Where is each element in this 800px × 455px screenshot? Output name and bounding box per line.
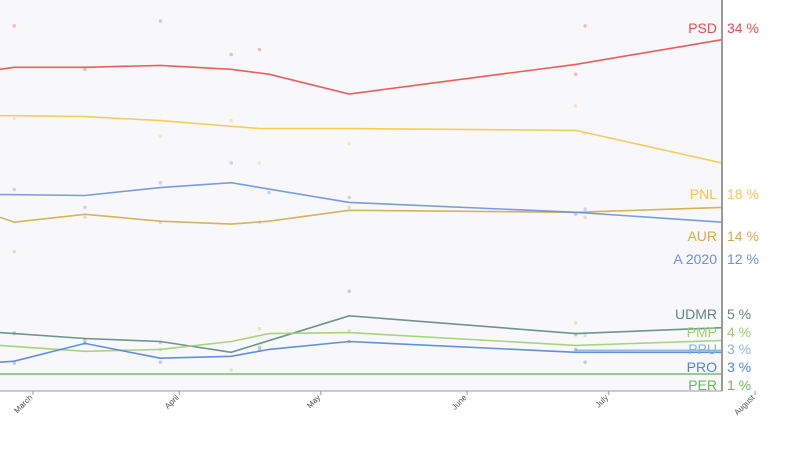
- poll-point: [229, 161, 233, 165]
- poll-point: [229, 118, 233, 123]
- series-value-label: 5 %: [727, 306, 751, 322]
- series-value-label: 4 %: [727, 324, 751, 340]
- poll-point: [347, 289, 352, 294]
- poll-point: [158, 180, 163, 185]
- series-name-label: PRO: [687, 359, 717, 375]
- poll-point: [229, 368, 233, 372]
- poll-point: [158, 360, 163, 365]
- series-line: [0, 181, 723, 223]
- poll-point: [347, 195, 352, 200]
- poll-point: [257, 326, 262, 331]
- series-line: [0, 206, 723, 225]
- poll-point: [12, 361, 16, 366]
- poll-point: [12, 249, 16, 254]
- poll-point: [229, 52, 233, 57]
- plot-area: [0, 0, 722, 391]
- poll-point: [583, 333, 587, 338]
- poll-point: [257, 345, 262, 350]
- series-value-label: 3 %: [727, 359, 751, 375]
- series-name-label: PNL: [690, 186, 717, 202]
- poll-point: [583, 360, 587, 365]
- series-name-label: PSD: [688, 20, 717, 36]
- poll-point: [12, 24, 16, 28]
- series-value-label: 1 %: [727, 377, 751, 393]
- poll-point: [583, 24, 587, 28]
- poll-point: [573, 72, 578, 76]
- poll-point: [83, 67, 87, 72]
- series-name-label: A 2020: [673, 251, 717, 267]
- poll-point: [573, 212, 578, 217]
- poll-point: [12, 187, 16, 192]
- series-name-label: AUR: [687, 228, 717, 244]
- poll-point: [347, 205, 352, 210]
- poll-point: [158, 134, 163, 139]
- poll-point: [573, 320, 578, 325]
- poll-point: [158, 19, 163, 23]
- series-line: [0, 340, 722, 363]
- poll-point: [83, 205, 87, 210]
- series-name-label: UDMR: [675, 306, 717, 322]
- poll-point: [12, 116, 16, 121]
- series-value-label: 34 %: [727, 20, 759, 36]
- series-name-label: PER: [688, 377, 717, 393]
- series-line: [0, 38, 723, 95]
- poll-point: [347, 328, 352, 333]
- poll-point: [257, 161, 262, 165]
- series-name-label: PMP: [687, 324, 717, 340]
- series-line: [0, 314, 723, 354]
- poll-point: [83, 215, 87, 219]
- poll-point: [573, 104, 578, 108]
- series-value-label: 14 %: [727, 228, 759, 244]
- poll-point: [583, 207, 587, 212]
- series-value-label: 18 %: [727, 186, 759, 202]
- poll-point: [267, 190, 271, 195]
- series-value-label: 12 %: [727, 251, 759, 267]
- series-line: [0, 114, 723, 164]
- poll-point: [257, 47, 262, 52]
- series-name-label: PPU: [688, 341, 717, 357]
- poll-point: [347, 141, 352, 146]
- poll-point: [583, 215, 587, 219]
- series-value-label: 3 %: [727, 341, 751, 357]
- series-line: [0, 331, 723, 353]
